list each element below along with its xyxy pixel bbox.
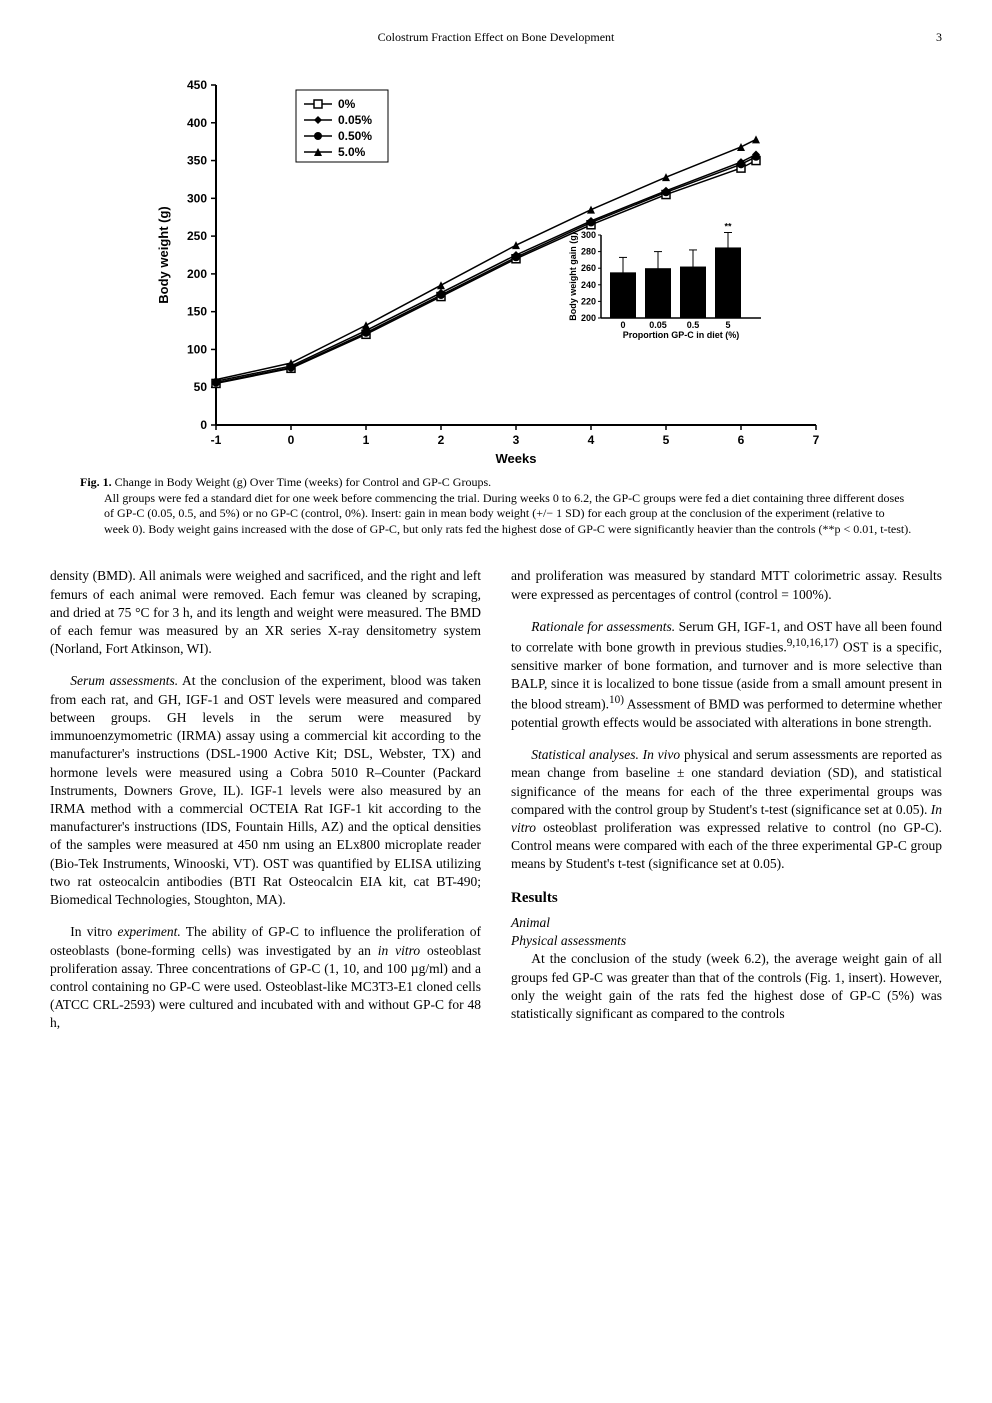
svg-text:5: 5 [663, 433, 670, 447]
svg-text:0.50%: 0.50% [338, 129, 372, 143]
animal-heading: Animal [511, 914, 942, 932]
left-p2: Serum assessments. At the conclusion of … [50, 672, 481, 909]
left-column: density (BMD). All animals were weighed … [50, 567, 481, 1046]
svg-text:200: 200 [187, 267, 207, 281]
right-p1: and proliferation was measured by standa… [511, 567, 942, 603]
figure-1-caption: Fig. 1. Change in Body Weight (g) Over T… [80, 475, 912, 537]
svg-text:50: 50 [194, 380, 208, 394]
svg-text:0.05: 0.05 [649, 320, 667, 330]
right-p3: Statistical analyses. In vivo physical a… [511, 746, 942, 874]
svg-text:150: 150 [187, 305, 207, 319]
svg-text:4: 4 [588, 433, 595, 447]
physical-heading: Physical assessments [511, 932, 942, 950]
line-chart-svg: 050100150200250300350400450-101234567 0%… [146, 65, 846, 465]
right-p2: Rationale for assessments. Serum GH, IGF… [511, 618, 942, 732]
header-title: Colostrum Fraction Effect on Bone Develo… [50, 30, 942, 45]
page-number: 3 [936, 30, 942, 45]
figure-1-chart: 050100150200250300350400450-101234567 0%… [146, 65, 846, 465]
svg-text:400: 400 [187, 116, 207, 130]
y-axis-label: Body weight (g) [156, 206, 171, 304]
svg-text:Body weight gain (g): Body weight gain (g) [568, 232, 578, 321]
x-axis-label: Weeks [496, 451, 537, 465]
right-p4: At the conclusion of the study (week 6.2… [511, 950, 942, 1023]
svg-text:6: 6 [738, 433, 745, 447]
svg-text:5: 5 [725, 320, 730, 330]
right-column: and proliferation was measured by standa… [511, 567, 942, 1046]
svg-text:0%: 0% [338, 97, 356, 111]
svg-text:Proportion GP-C in diet (%): Proportion GP-C in diet (%) [623, 330, 740, 340]
svg-text:240: 240 [581, 280, 596, 290]
svg-text:0.5: 0.5 [687, 320, 700, 330]
body-columns: density (BMD). All animals were weighed … [50, 567, 942, 1046]
svg-text:260: 260 [581, 263, 596, 273]
svg-text:280: 280 [581, 247, 596, 257]
svg-text:7: 7 [813, 433, 820, 447]
svg-text:200: 200 [581, 313, 596, 323]
figure-title: Change in Body Weight (g) Over Time (wee… [115, 475, 491, 489]
svg-text:0: 0 [200, 418, 207, 432]
svg-text:**: ** [724, 222, 732, 232]
svg-text:250: 250 [187, 229, 207, 243]
svg-text:300: 300 [187, 191, 207, 205]
svg-text:5.0%: 5.0% [338, 145, 366, 159]
figure-caption-text: All groups were fed a standard diet for … [104, 491, 912, 538]
svg-text:300: 300 [581, 230, 596, 240]
svg-text:-1: -1 [211, 433, 222, 447]
svg-text:2: 2 [438, 433, 445, 447]
left-p1: density (BMD). All animals were weighed … [50, 567, 481, 658]
figure-label: Fig. 1. [80, 475, 112, 489]
results-heading: Results [511, 888, 942, 908]
svg-text:0.05%: 0.05% [338, 113, 372, 127]
left-p3: In vitro experiment. The ability of GP-C… [50, 923, 481, 1032]
svg-text:220: 220 [581, 296, 596, 306]
svg-text:3: 3 [513, 433, 520, 447]
svg-text:100: 100 [187, 342, 207, 356]
svg-text:0: 0 [620, 320, 625, 330]
svg-text:0: 0 [288, 433, 295, 447]
svg-text:1: 1 [363, 433, 370, 447]
running-header: Colostrum Fraction Effect on Bone Develo… [50, 30, 942, 45]
svg-text:450: 450 [187, 78, 207, 92]
svg-text:350: 350 [187, 154, 207, 168]
